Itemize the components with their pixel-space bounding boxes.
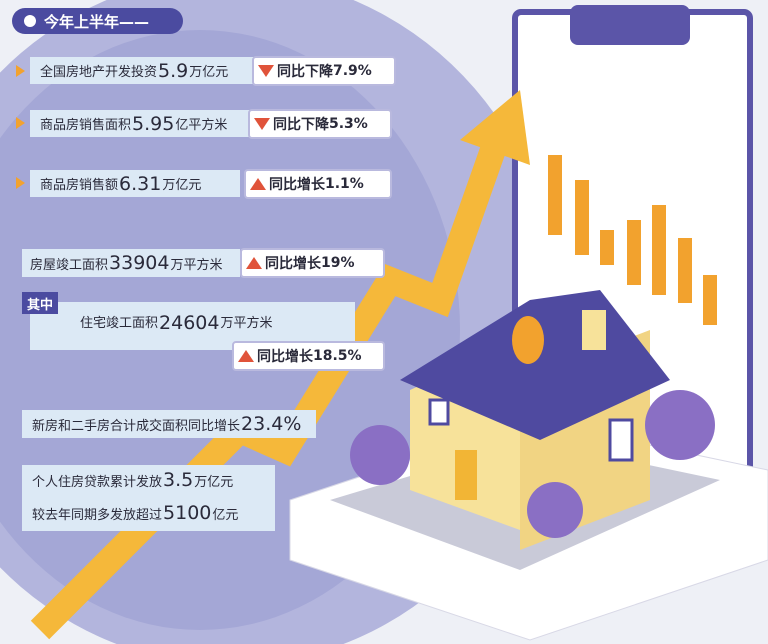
label: 商品房销售面积: [40, 118, 132, 133]
unit: 万亿元: [194, 475, 234, 490]
unit: 万亿元: [189, 65, 229, 80]
change-text: 同比增长: [257, 349, 313, 365]
item-box: 新房和二手房合计成交面积同比增长 23.4%: [22, 410, 316, 438]
label: 商品房销售额: [40, 178, 119, 193]
change-text: 同比下降: [277, 64, 333, 80]
tag: 其中: [22, 292, 58, 314]
number: 5.95: [132, 112, 175, 135]
number: 33904: [109, 252, 170, 274]
label: 住宅竣工面积: [80, 316, 159, 331]
change-text: 同比增长: [269, 177, 325, 193]
change: 同比增长 18.5%: [232, 341, 385, 371]
label: 房屋竣工面积: [30, 257, 109, 273]
number: 5.9: [158, 59, 189, 82]
change-text: 同比下降: [273, 117, 329, 133]
label: 个人住房贷款累计发放: [32, 475, 163, 490]
label: 较去年同期多发放超过: [32, 508, 163, 523]
unit: 万亿元: [162, 178, 202, 193]
number: 24604: [159, 312, 220, 334]
number: 3.5: [163, 469, 194, 491]
title: 今年上半年——: [44, 12, 150, 31]
change: 同比下降 5.3%: [248, 109, 392, 139]
item-box: 商品房销售面积 5.95 亿平方米: [30, 110, 252, 137]
item-box: 房屋竣工面积 33904 万平方米: [22, 249, 240, 277]
number: 6.31: [119, 172, 162, 195]
change-number: 1.1%: [325, 176, 364, 192]
number: 5100: [163, 502, 212, 524]
unit: 万平方米: [220, 316, 273, 331]
change: 同比增长 1.1%: [244, 169, 392, 199]
label: 新房和二手房合计成交面积同比增长: [32, 418, 241, 434]
item-box: 商品房销售额 6.31 万亿元: [30, 170, 240, 197]
pointer: [16, 117, 25, 129]
unit: 万平方米: [170, 257, 223, 273]
change-text: 同比增长: [265, 256, 321, 272]
item-box: 住宅竣工面积 24604 万平方米: [30, 302, 355, 350]
change-number: 5.3%: [329, 116, 368, 132]
pointer: [16, 65, 25, 77]
unit: 亿平方米: [175, 118, 228, 133]
change-number: 7.9%: [333, 63, 372, 79]
item-box: 全国房地产开发投资 5.9 万亿元: [30, 57, 262, 84]
label: 全国房地产开发投资: [40, 65, 158, 80]
item-box: 个人住房贷款累计发放3.5万亿元 较去年同期多发放超过5100亿元: [22, 465, 275, 531]
number: 23.4%: [241, 413, 302, 435]
change-number: 19%: [321, 255, 355, 271]
title-pill: 今年上半年——: [12, 8, 183, 34]
unit: 亿元: [212, 508, 239, 523]
change: 同比增长 19%: [240, 248, 385, 278]
change-number: 18.5%: [313, 348, 362, 364]
pointer: [16, 177, 25, 189]
change: 同比下降 7.9%: [252, 56, 396, 86]
